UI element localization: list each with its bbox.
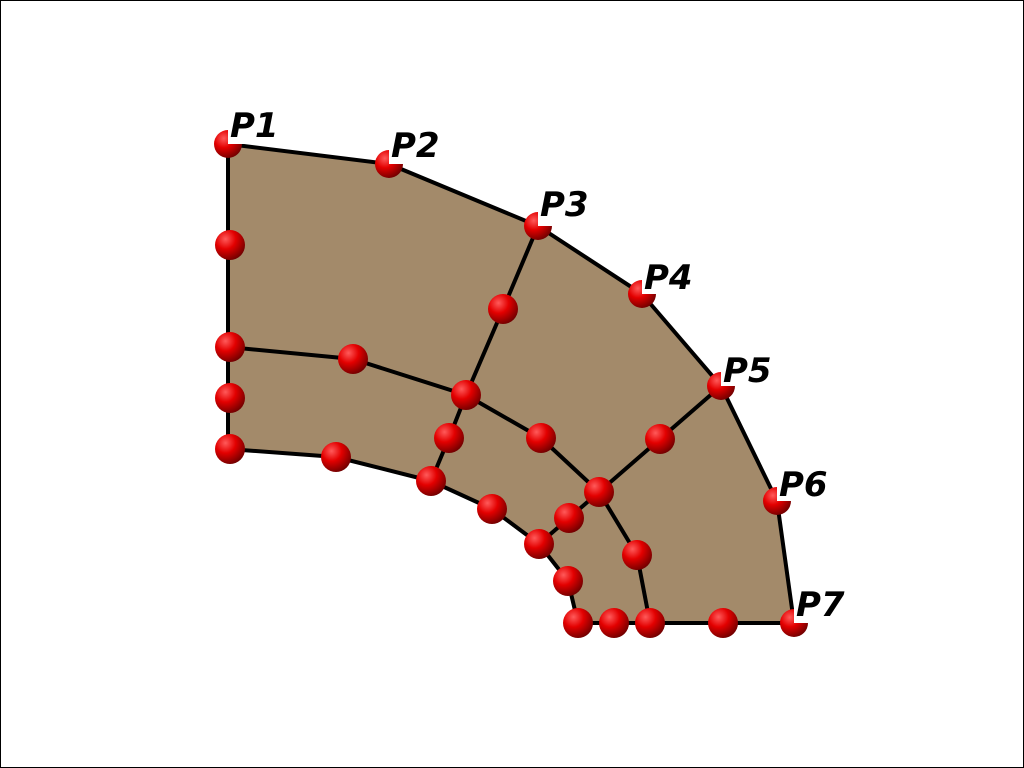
label-p7: P7 [796,585,845,625]
node [451,380,481,410]
node [622,540,652,570]
point-labels: P1 P2 P3 P4 P5 P6 P7 [230,106,845,625]
node [563,608,593,638]
node [215,434,245,464]
label-backgrounds [228,129,810,623]
label-p2: P2 [391,126,440,166]
node [434,423,464,453]
node [584,477,614,507]
mesh-nodes [214,130,808,638]
node [215,230,245,260]
label-p1: P1 [230,106,279,146]
label-p4: P4 [644,258,693,298]
node [599,608,629,638]
node [215,383,245,413]
label-back-p4 [642,279,658,294]
node [526,423,556,453]
node [635,608,665,638]
node [338,344,368,374]
label-back-p3 [538,211,554,226]
label-back-p1 [228,129,244,144]
label-p5: P5 [723,351,772,391]
label-back-p2 [389,149,405,164]
label-p3: P3 [540,185,589,225]
node [553,566,583,596]
node [416,466,446,496]
node [554,503,584,533]
node [708,608,738,638]
node [321,442,351,472]
mesh-region [228,144,794,623]
node [215,332,245,362]
label-back-p6 [777,486,793,501]
node [488,294,518,324]
label-back-p7 [794,608,810,623]
node [645,424,675,454]
node [477,494,507,524]
label-p6: P6 [779,465,828,505]
label-back-p5 [721,371,737,386]
node [524,529,554,559]
